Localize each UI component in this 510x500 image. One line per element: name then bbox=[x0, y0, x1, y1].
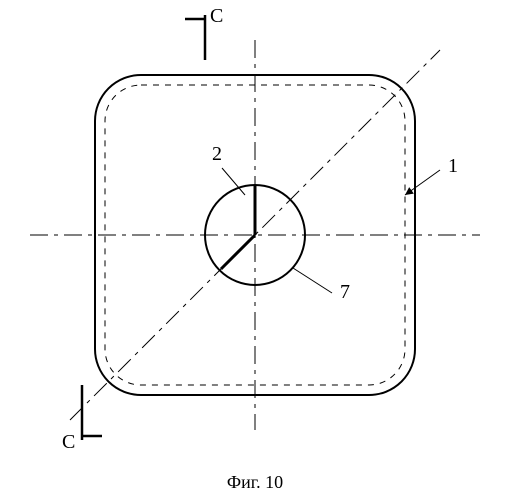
figure-svg: C C 1 2 7 bbox=[0, 0, 510, 470]
section-label: C bbox=[210, 5, 223, 27]
callout-leader bbox=[293, 268, 332, 293]
callout-ref: 7 bbox=[340, 281, 350, 303]
callout-ref: 2 bbox=[212, 143, 222, 165]
figure-caption: Фиг. 10 bbox=[0, 472, 510, 493]
incision-line bbox=[221, 235, 255, 269]
callout-arrowhead bbox=[405, 187, 414, 195]
callout-ref: 1 bbox=[448, 155, 458, 177]
section-label: C bbox=[62, 431, 75, 453]
